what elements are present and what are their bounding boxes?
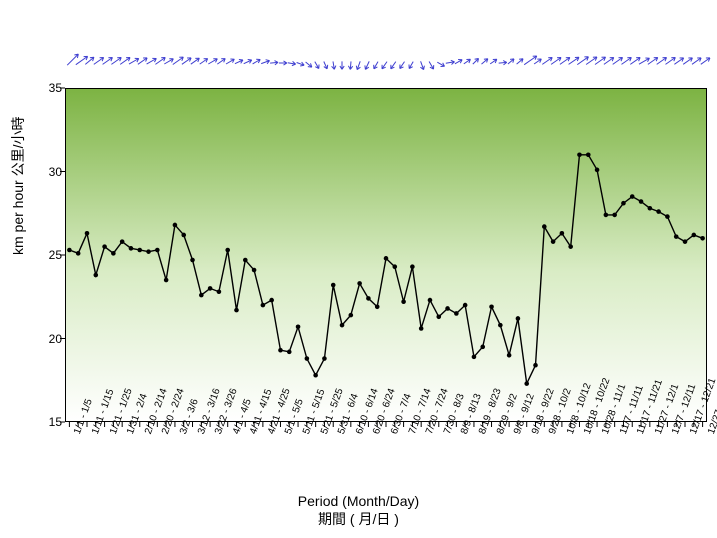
x-axis-label-line2: 期間 ( 月/日 ) bbox=[318, 511, 399, 527]
x-axis-label-line1: Period (Month/Day) bbox=[298, 493, 419, 509]
y-axis-label: km per hour 公里/小時 bbox=[8, 117, 28, 255]
x-tick-labels: 1/1 - 1/51/11 - 1/151/21 - 1/251/31 - 2/… bbox=[65, 426, 707, 496]
y-tick: 20 bbox=[22, 332, 62, 346]
chart-container: km per hour 公里/小時 15 20 25 30 35 1/1 - 1/51/… bbox=[0, 0, 717, 538]
x-axis-label: Period (Month/Day) 期間 ( 月/日 ) bbox=[0, 492, 717, 528]
y-tick: 25 bbox=[22, 248, 62, 262]
y-tick: 15 bbox=[22, 415, 62, 429]
line-chart bbox=[65, 88, 707, 422]
y-tick: 35 bbox=[22, 81, 62, 95]
y-tick: 30 bbox=[22, 165, 62, 179]
wind-arrow-strip bbox=[65, 45, 707, 77]
